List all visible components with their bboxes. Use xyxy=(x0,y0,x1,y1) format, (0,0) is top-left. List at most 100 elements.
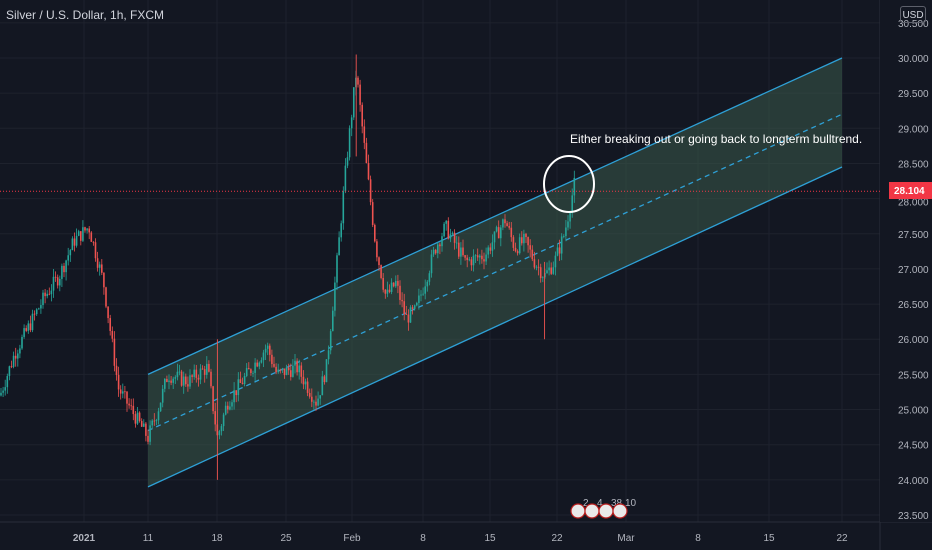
candle-body xyxy=(176,371,179,378)
time-tick-label: 25 xyxy=(280,533,292,544)
candle-body xyxy=(458,242,460,257)
time-tick-label: Mar xyxy=(617,533,635,544)
candle-body xyxy=(491,242,494,251)
candle-body xyxy=(208,363,210,372)
candle-body xyxy=(75,235,78,246)
candle-body xyxy=(504,219,506,224)
candle-body xyxy=(518,237,521,254)
candle-body xyxy=(235,390,237,396)
candle-body xyxy=(143,423,145,427)
candle-body xyxy=(77,231,80,236)
candle-body xyxy=(514,247,517,252)
highlight-circle[interactable] xyxy=(543,155,595,213)
candle-body xyxy=(376,241,378,258)
candle-body xyxy=(140,420,143,427)
candle-body xyxy=(174,377,177,379)
candle-body xyxy=(466,257,468,260)
candle-body xyxy=(172,378,174,383)
channel-middle-line[interactable] xyxy=(147,113,843,432)
candle-body xyxy=(65,260,67,273)
candle-body xyxy=(384,289,387,294)
candle-body xyxy=(193,369,195,377)
candle-body xyxy=(132,405,135,415)
candle-body xyxy=(199,368,202,380)
candle-body xyxy=(48,293,51,295)
price-tick-label: 30.000 xyxy=(898,54,929,65)
candle-body xyxy=(399,285,401,300)
candle-body xyxy=(214,411,216,425)
candle-body xyxy=(61,265,63,279)
event-count: 38 xyxy=(611,498,623,509)
candle-body xyxy=(405,314,408,315)
candle-body xyxy=(33,313,36,315)
candle-body xyxy=(256,362,258,367)
economic-events[interactable]: 2 4 38 10 xyxy=(570,498,637,519)
candle-body xyxy=(342,191,345,224)
candle-body xyxy=(374,224,376,242)
candle-body xyxy=(231,402,233,407)
candle-body xyxy=(115,365,118,375)
candle-body xyxy=(311,396,313,402)
candle-body xyxy=(40,305,42,309)
candle-body xyxy=(413,305,416,309)
candle-body xyxy=(38,308,40,310)
price-tick-label: 28.000 xyxy=(898,198,929,209)
candle-body xyxy=(407,314,410,323)
candle-body xyxy=(346,157,349,166)
candle-body xyxy=(336,255,338,283)
candle-body xyxy=(321,376,324,396)
candle-body xyxy=(290,370,292,377)
candle-body xyxy=(460,247,462,257)
candle-body xyxy=(489,247,492,251)
event-count: 2 xyxy=(583,498,589,509)
price-axis[interactable]: 30.500 30.000 29.500 29.000 28.500 27.500 27.0… xyxy=(898,19,929,522)
candle-body xyxy=(472,255,475,266)
candle-body xyxy=(42,292,44,306)
price-tick-label: 23.500 xyxy=(898,511,929,522)
candle-body xyxy=(218,431,221,436)
candle-body xyxy=(468,259,471,261)
currency-button[interactable]: USD xyxy=(900,6,926,23)
candle-body xyxy=(23,328,25,337)
candle-body xyxy=(403,301,405,315)
channel-lower-line[interactable] xyxy=(147,166,843,488)
candle-body xyxy=(411,307,414,309)
candle-body xyxy=(552,267,555,274)
candle-body xyxy=(317,398,319,406)
candle-body xyxy=(300,365,303,377)
candle-body xyxy=(369,179,372,203)
candle-body xyxy=(395,280,397,287)
candle-body xyxy=(445,220,447,224)
annotation-text[interactable]: Either breaking out or going back to lon… xyxy=(570,132,862,146)
candle-body xyxy=(258,362,261,367)
candle-body xyxy=(306,381,309,393)
candle-body xyxy=(191,375,193,377)
candle-body xyxy=(506,223,508,227)
candle-body xyxy=(359,84,361,105)
candle-body xyxy=(254,362,256,373)
candle-body xyxy=(229,406,231,410)
candle-body xyxy=(392,282,395,287)
price-tick-label: 24.500 xyxy=(898,441,929,452)
candle-body xyxy=(386,289,389,294)
candle-body xyxy=(380,265,382,279)
candle-body xyxy=(382,278,384,290)
candle-body xyxy=(285,367,288,376)
time-axis[interactable]: 2021 11 18 25 Feb 8 15 22 Mar 8 15 22 xyxy=(73,533,848,544)
candle-body xyxy=(483,259,485,262)
candle-body xyxy=(273,364,275,367)
candle-body xyxy=(25,328,27,331)
candle-body xyxy=(80,231,82,241)
event-flag-icon[interactable] xyxy=(612,503,628,519)
candle-body xyxy=(237,379,240,396)
candle-body xyxy=(56,277,59,286)
candle-body xyxy=(82,227,84,241)
candle-body xyxy=(260,360,263,363)
candle-body xyxy=(281,368,284,370)
channel-upper-line[interactable] xyxy=(147,57,843,375)
candle-body xyxy=(90,232,93,242)
candle-body xyxy=(107,306,109,319)
candle-body xyxy=(119,389,122,394)
